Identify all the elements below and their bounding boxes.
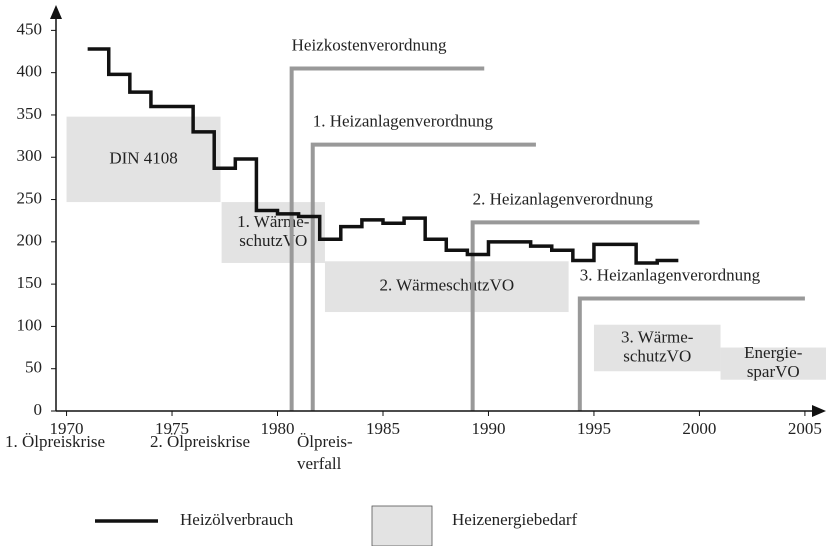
regulation-line bbox=[310, 142, 536, 411]
regulation-line bbox=[289, 66, 485, 411]
box-label: DIN 4108 bbox=[109, 148, 177, 167]
regulation-label: 1. Heizanlagenverordnung bbox=[313, 111, 494, 130]
x-tick-label: 1990 bbox=[471, 419, 505, 438]
box-label: 2. WärmeschutzVO bbox=[379, 276, 514, 295]
annotation: 2. Ölpreiskrise bbox=[150, 432, 250, 451]
regulation-label: 2. Heizanlagenverordnung bbox=[473, 189, 654, 208]
requirement-box bbox=[593, 324, 721, 372]
x-arrow bbox=[812, 405, 826, 417]
legend-label: Heizenergiebedarf bbox=[452, 510, 578, 529]
y-tick-label: 100 bbox=[17, 315, 43, 334]
x-tick-label: 1970 bbox=[50, 419, 84, 438]
requirement-box bbox=[720, 347, 826, 380]
y-tick-label: 150 bbox=[17, 273, 43, 292]
y-tick-label: 400 bbox=[17, 62, 43, 81]
box-label: Energie- bbox=[744, 343, 803, 362]
legend-label: Heizölverbrauch bbox=[180, 510, 294, 529]
box-label: schutzVO bbox=[239, 231, 307, 250]
y-tick-label: 0 bbox=[34, 400, 43, 419]
x-tick-label: 1995 bbox=[577, 419, 611, 438]
y-tick-label: 350 bbox=[17, 104, 43, 123]
x-tick-label: 1985 bbox=[366, 419, 400, 438]
box-label: schutzVO bbox=[623, 346, 691, 365]
y-tick-label: 250 bbox=[17, 188, 43, 207]
annotation: Ölpreis- bbox=[297, 432, 353, 451]
annotation: 1. Ölpreiskrise bbox=[5, 432, 105, 451]
regulation-label: Heizkostenverordnung bbox=[292, 35, 447, 54]
regulation-label: 3. Heizanlagenverordnung bbox=[580, 265, 761, 284]
y-tick-label: 450 bbox=[17, 19, 43, 38]
x-tick-label: 2000 bbox=[682, 419, 716, 438]
y-arrow bbox=[50, 5, 62, 19]
box-label: 3. Wärme- bbox=[621, 327, 694, 346]
annotation: verfall bbox=[297, 454, 342, 473]
y-tick-label: 300 bbox=[17, 146, 43, 165]
y-tick-label: 50 bbox=[25, 358, 42, 377]
x-tick-label: 2005 bbox=[788, 419, 822, 438]
box-label: sparVO bbox=[747, 362, 800, 381]
legend-box bbox=[371, 505, 433, 546]
x-tick-label: 1975 bbox=[155, 419, 189, 438]
y-tick-label: 200 bbox=[17, 231, 43, 250]
requirement-box bbox=[324, 261, 569, 313]
regulation-line bbox=[577, 296, 805, 411]
regulation-line bbox=[470, 220, 700, 411]
consumption-line bbox=[87, 47, 679, 265]
x-tick-label: 1980 bbox=[261, 419, 295, 438]
